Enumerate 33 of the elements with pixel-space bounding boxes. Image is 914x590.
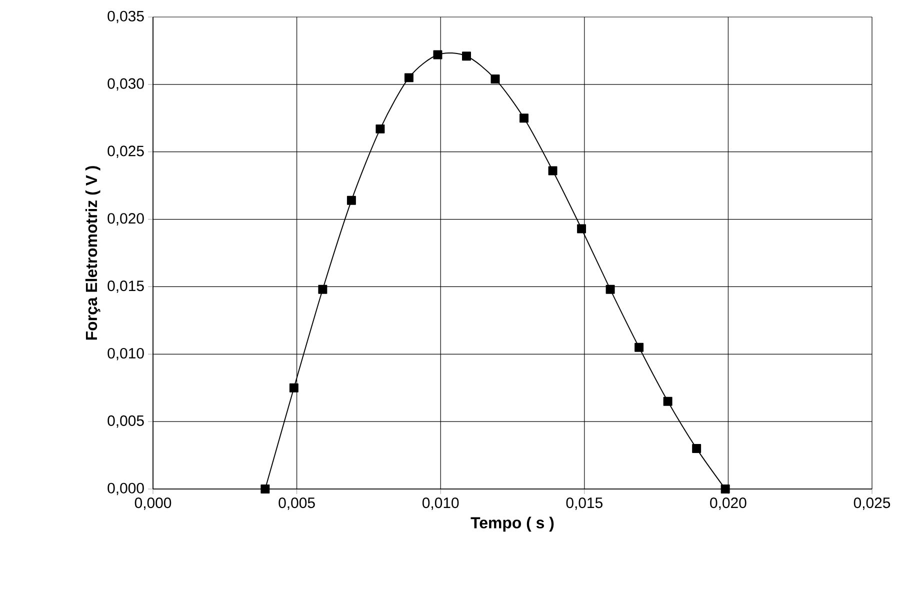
point [692, 444, 702, 454]
point [577, 224, 586, 234]
y-axis-title: Força Eletromotriz ( V ) [85, 166, 100, 340]
point [548, 166, 558, 176]
y-tick-label: 0,025 [108, 146, 144, 158]
y-tick-label: 0,015 [108, 280, 144, 293]
point [634, 342, 644, 352]
point [490, 74, 500, 84]
x-axis-title: Tempo ( s ) [470, 516, 554, 532]
x-tick-label: 0,015 [566, 498, 602, 510]
point [663, 396, 672, 406]
y-tick-label: 0,010 [108, 348, 144, 360]
point [720, 484, 730, 494]
x-tick-label: 0,000 [134, 498, 172, 510]
point [520, 114, 528, 123]
point [346, 196, 356, 205]
y-tick-label: 0,030 [108, 78, 144, 91]
y-tick-label: 0,035 [108, 10, 144, 24]
y-tick-label: 0,000 [108, 482, 144, 496]
y-tick-label: 0,020 [108, 213, 144, 226]
point [289, 383, 298, 392]
x-tick-label: 0,005 [278, 498, 315, 510]
point [433, 50, 442, 60]
x-tick-label: 0,020 [710, 498, 746, 510]
point [404, 73, 414, 82]
y-tick-label: 0,005 [108, 415, 144, 428]
x-tick-label: 0,025 [854, 498, 890, 510]
point [260, 484, 270, 494]
point [376, 124, 385, 134]
x-tick-label: 0,010 [422, 498, 459, 510]
point [318, 284, 328, 294]
point [606, 284, 615, 294]
point [462, 52, 471, 61]
